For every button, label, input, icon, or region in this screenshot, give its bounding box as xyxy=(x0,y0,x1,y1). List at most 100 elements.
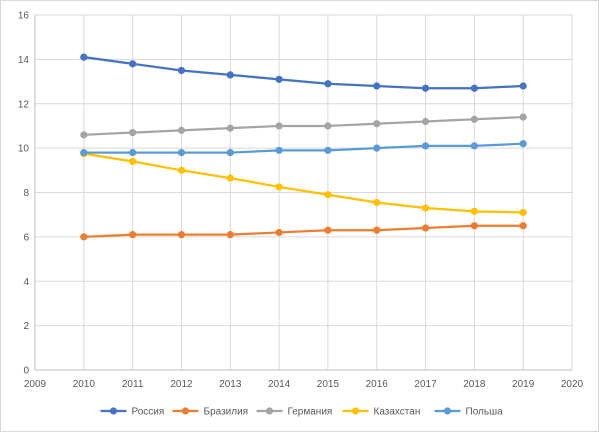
data-point xyxy=(373,144,381,152)
series-lines xyxy=(80,53,527,241)
data-point xyxy=(177,166,186,174)
legend-label: Бразилия xyxy=(204,407,249,418)
data-point xyxy=(129,148,137,157)
data-point xyxy=(275,75,283,83)
data-point xyxy=(470,115,478,123)
data-point xyxy=(421,117,430,126)
legend-item: Россия xyxy=(100,407,165,418)
data-point xyxy=(324,146,332,154)
data-point xyxy=(226,124,234,132)
data-point xyxy=(226,148,234,157)
series-3 xyxy=(80,150,527,217)
y-tick-label: 10 xyxy=(18,144,30,155)
x-tick-label: 2010 xyxy=(73,379,96,390)
y-tick-label: 4 xyxy=(23,277,29,288)
series-1 xyxy=(80,222,527,241)
data-point xyxy=(373,198,381,207)
data-point xyxy=(275,146,283,154)
data-point xyxy=(373,120,381,128)
data-point xyxy=(519,140,527,148)
y-tick-label: 0 xyxy=(23,366,29,377)
data-point xyxy=(80,148,88,157)
data-point xyxy=(177,231,186,239)
data-point xyxy=(80,233,88,241)
data-point xyxy=(226,71,234,79)
legend-point-marker xyxy=(443,407,452,415)
legend-label: Польша xyxy=(466,407,504,418)
x-tick-label: 2017 xyxy=(414,379,437,390)
data-point xyxy=(519,113,527,121)
data-point xyxy=(470,84,478,92)
data-point xyxy=(519,222,527,230)
x-tick-label: 2015 xyxy=(317,379,340,390)
data-point xyxy=(324,80,332,88)
data-point xyxy=(519,82,527,90)
axes xyxy=(34,15,572,371)
x-tick-label: 2020 xyxy=(561,379,584,390)
series-0 xyxy=(80,53,527,92)
data-point xyxy=(373,82,381,90)
x-axis-ticks: 2009 2010 2011 2012 2013 2014 2015 2016 2017 2018… xyxy=(24,379,584,390)
gridlines xyxy=(35,14,573,370)
legend-item: Казахстан xyxy=(342,407,421,418)
data-point xyxy=(373,226,381,234)
data-point xyxy=(177,126,186,134)
series-line xyxy=(83,224,524,238)
data-point xyxy=(275,228,283,237)
legend-label: Россия xyxy=(132,407,165,418)
data-point xyxy=(177,148,186,157)
data-point xyxy=(275,183,283,191)
legend-point-marker xyxy=(351,407,360,415)
data-point xyxy=(421,224,430,232)
data-point xyxy=(226,174,234,182)
data-point xyxy=(519,208,527,217)
y-tick-label: 6 xyxy=(23,232,29,243)
data-point xyxy=(129,231,137,239)
legend-label: Германия xyxy=(288,407,333,418)
data-point xyxy=(324,122,332,130)
y-tick-label: 8 xyxy=(23,188,29,199)
data-point xyxy=(421,142,430,150)
series-2 xyxy=(80,113,527,139)
legend: Россия Бразилия Германия Казахстан Польша xyxy=(100,407,504,418)
y-tick-label: 12 xyxy=(18,99,30,110)
x-tick-label: 2019 xyxy=(512,379,535,390)
legend-point-marker xyxy=(181,407,190,415)
x-tick-label: 2014 xyxy=(268,379,291,390)
y-tick-label: 16 xyxy=(18,11,30,22)
x-tick-label: 2016 xyxy=(366,379,389,390)
data-point xyxy=(421,84,430,92)
data-point xyxy=(129,157,137,166)
data-point xyxy=(129,60,137,68)
series-line xyxy=(83,142,524,154)
data-point xyxy=(226,231,234,239)
legend-point-marker xyxy=(265,407,274,415)
legend-item: Польша xyxy=(434,407,504,418)
series-line xyxy=(83,115,524,136)
data-point xyxy=(80,131,88,139)
y-axis-ticks: 0 2 4 6 8 10 12 14 16 xyxy=(18,11,30,377)
data-point xyxy=(177,66,186,75)
data-point xyxy=(470,142,478,150)
x-tick-label: 2013 xyxy=(219,379,242,390)
legend-label: Казахстан xyxy=(374,407,421,418)
x-tick-label: 2012 xyxy=(170,379,193,390)
data-point xyxy=(470,222,478,230)
x-tick-label: 2009 xyxy=(24,379,47,390)
data-point xyxy=(275,122,283,130)
series-line xyxy=(83,152,524,214)
x-tick-label: 2018 xyxy=(463,379,486,390)
data-point xyxy=(470,207,478,215)
series-line xyxy=(83,56,524,90)
data-point xyxy=(129,128,137,137)
legend-item: Бразилия xyxy=(172,407,249,418)
data-point xyxy=(324,226,332,234)
series-4 xyxy=(80,140,527,157)
legend-point-marker xyxy=(109,407,118,415)
data-point xyxy=(80,53,88,61)
data-point xyxy=(324,191,332,199)
y-tick-label: 14 xyxy=(18,55,30,66)
data-point xyxy=(421,204,430,212)
